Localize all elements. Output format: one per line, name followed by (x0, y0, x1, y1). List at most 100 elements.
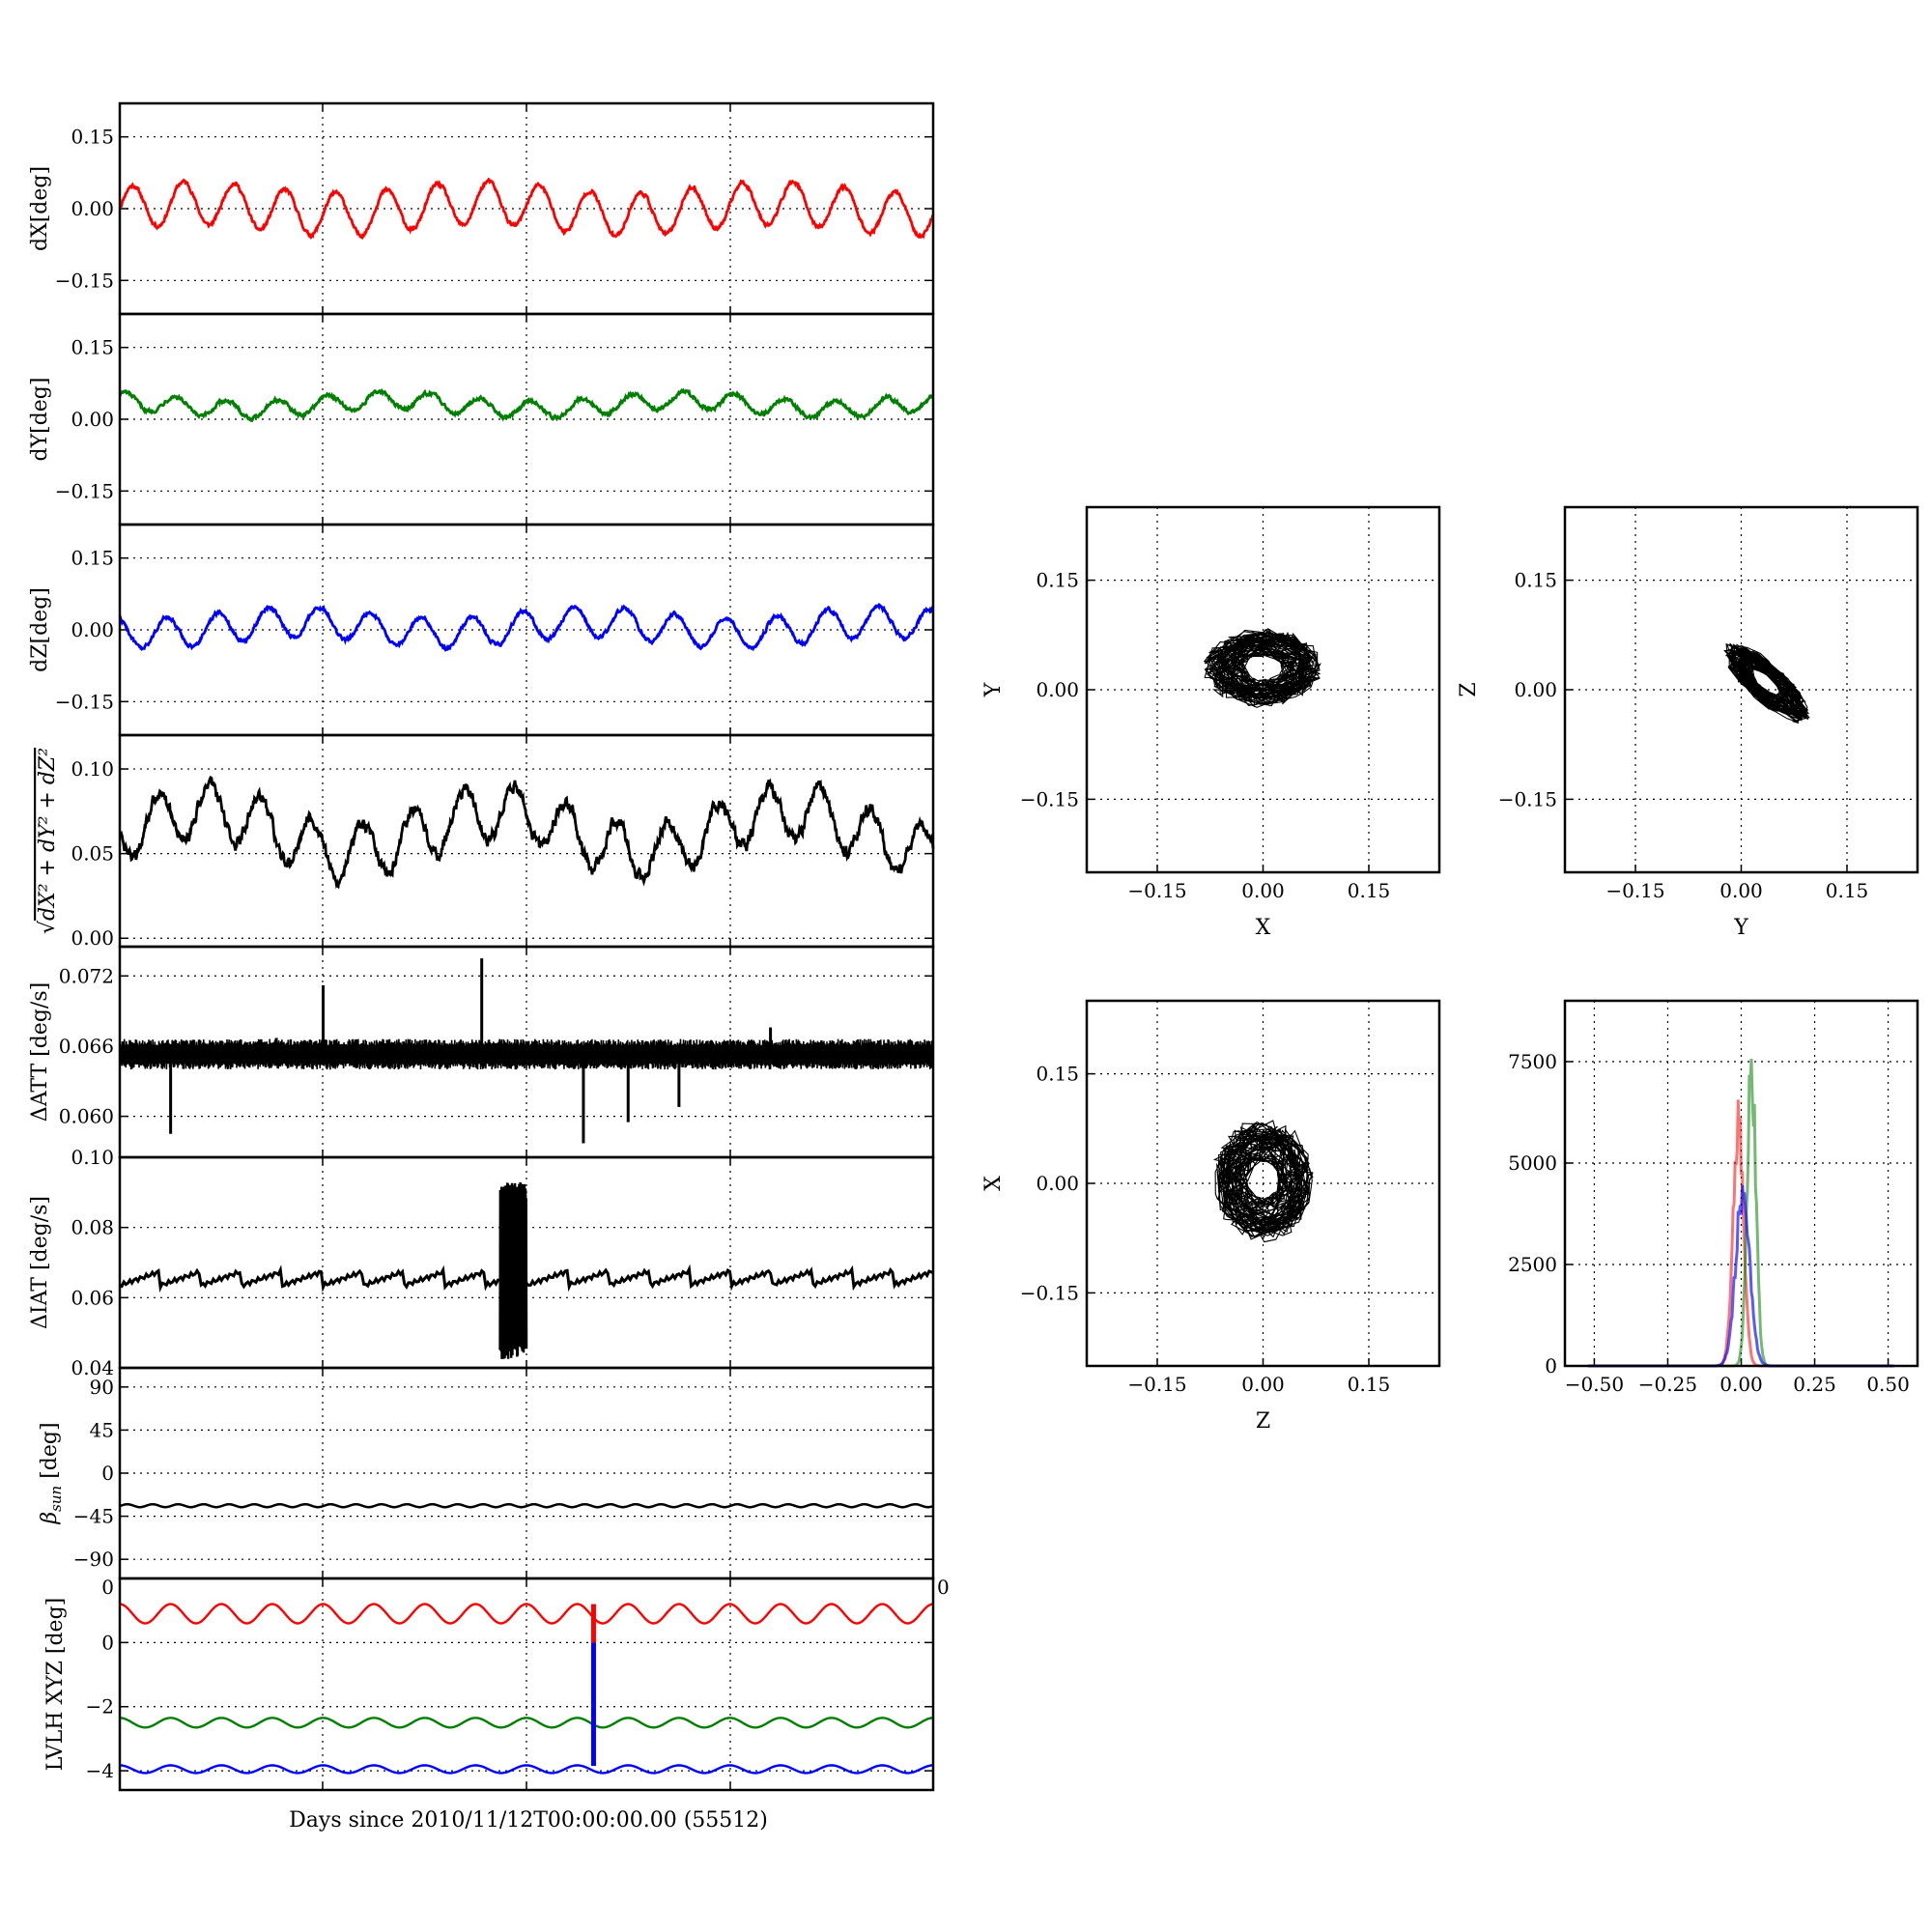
y-tick-label: −0.15 (1498, 787, 1557, 810)
y-tick-label: 0.15 (71, 336, 114, 359)
y-tick-label: 0.10 (71, 757, 114, 781)
y-axis-label-part: sun (47, 1486, 65, 1512)
y-tick-label: 0.15 (1036, 1063, 1079, 1086)
x-axis-label: Days since 2010/11/12T00:00:00.00 (55512… (289, 1808, 768, 1833)
y-tick-label: −0.15 (55, 690, 114, 713)
x-tick-label: 0.15 (1348, 1373, 1391, 1396)
x-tick-label: 0.00 (1719, 1373, 1763, 1396)
y-tick-label: −0.15 (1020, 787, 1079, 810)
y-tick-label: 0.00 (1036, 678, 1079, 701)
y-tick-label: 0.072 (59, 964, 114, 987)
panel-frame (1085, 999, 1441, 1368)
x-tick-label: −0.50 (1565, 1373, 1624, 1396)
y-tick-label: −4 (86, 1759, 114, 1782)
y-tick-label: 0.066 (59, 1035, 114, 1058)
y-axis-label: dY[deg] (28, 378, 52, 462)
y-tick-label: 2500 (1508, 1253, 1557, 1276)
series-line-2 (120, 1764, 933, 1775)
y-tick-label: 45 (90, 1418, 114, 1441)
panels: −0.150.000.15dX[deg]−0.150.000.15dY[deg]… (28, 101, 1919, 1792)
burst-mark (498, 1181, 528, 1359)
panel-frame (1085, 505, 1441, 874)
series-line-0 (119, 1603, 934, 1625)
y-tick-label: 0.00 (1036, 1172, 1079, 1195)
series-line (119, 1502, 934, 1509)
y-tick-label: 0.00 (71, 197, 114, 220)
y-tick-label: 0 (101, 1631, 114, 1654)
y-tick-label: 0.15 (71, 126, 114, 149)
y-tick-label: 7500 (1508, 1050, 1557, 1073)
panel-z-x: −0.15 −0.15 0.00 0.00 0.15 0.15 Z X (981, 999, 1441, 1434)
panel-lvlh: −4 −2 0 0 0 LVLH XYZ [deg] (43, 1576, 950, 1792)
series-line (118, 602, 935, 652)
y-tick-label: 0.15 (1514, 569, 1557, 592)
series-line (119, 775, 935, 890)
y-tick-label: 0.060 (59, 1105, 114, 1128)
y-axis-label: X (981, 1176, 1006, 1191)
y-tick-label: 0 (1545, 1354, 1557, 1378)
x-tick-label: 0.00 (1241, 879, 1285, 902)
trajectory-path (1723, 642, 1810, 724)
panel-dATT: 0.060 0.066 0.072 ΔATT [deg/s] (28, 945, 935, 1159)
y-tick-label: 0.06 (71, 1286, 114, 1309)
x-tick-label: −0.15 (1127, 879, 1186, 902)
x-tick-label: 0.15 (1348, 879, 1391, 902)
series-line (118, 387, 934, 423)
y-tick-label: 0.08 (71, 1216, 114, 1239)
x-axis-label: X (1256, 916, 1271, 940)
y-axis-label: ΔATT [deg/s] (28, 982, 52, 1122)
y-axis-label: dX[deg] (28, 166, 52, 251)
panel-frame (118, 1577, 935, 1792)
y-tick-label: −45 (73, 1505, 114, 1528)
y-axis-label-part: β (38, 1512, 62, 1525)
series-line-1 (119, 1717, 934, 1729)
y-tick-label: 90 (90, 1376, 114, 1399)
y-tick-label: 0 (101, 1462, 114, 1485)
panel-beta_sun: −90 −45 0 45 90 βsun [deg] (38, 1366, 935, 1580)
panel-frame (1563, 505, 1919, 874)
y-tick-label: 0.10 (71, 1146, 114, 1169)
x-axis-label: Y (1733, 916, 1748, 940)
x-tick-label: 0.50 (1866, 1373, 1910, 1396)
x-tick-label: 0.15 (1826, 879, 1869, 902)
y-axis-label: dZ[deg] (28, 587, 52, 672)
y-axis-label: LVLH XYZ [deg] (43, 1598, 68, 1772)
y-tick-label: −2 (86, 1695, 114, 1719)
x-tick-label: −0.15 (1605, 879, 1664, 902)
panel-histogram: −0.50 −0.25 0.00 0.25 0.50 0 2500 5000 7500 (1508, 999, 1919, 1396)
y-tick-label: −0.15 (55, 269, 114, 292)
y-axis-label: √dX² + dY² + dZ² (36, 748, 60, 934)
y-tick-label: 0.00 (71, 926, 114, 950)
panel-dY: −0.15 0.00 0.15 dY[deg] (28, 312, 935, 526)
panel-frame (1563, 999, 1919, 1368)
y-tick-label: 5000 (1508, 1151, 1557, 1175)
x-tick-label: −0.15 (1127, 1373, 1186, 1396)
y-tick-label: −90 (73, 1548, 114, 1571)
y-tick-label: 0.05 (71, 842, 114, 866)
x-tick-label: −0.25 (1638, 1373, 1697, 1396)
y-axis-label-part: [deg] (38, 1422, 62, 1485)
panel-frame (118, 733, 935, 949)
y-tick-label: 0.00 (71, 408, 114, 431)
panel-dZ: −0.15 0.00 0.15 dZ[deg] (28, 523, 935, 737)
x-tick-label: 0.00 (1719, 879, 1763, 902)
y-tick-label: −0.15 (55, 479, 114, 502)
series-line (118, 177, 935, 241)
panel-dX: −0.15 0.00 0.15 dX[deg] (28, 101, 935, 316)
panel-norm: 0.00 0.05 0.10 √dX² + dY² + dZ² (36, 733, 935, 950)
corner-label: 0 (937, 1576, 950, 1599)
x-tick-label: 0.00 (1241, 1373, 1285, 1396)
y-tick-label: 0.00 (1514, 678, 1557, 701)
series-band (119, 1038, 934, 1070)
x-tick-label: 0.25 (1793, 1373, 1836, 1396)
y-tick-label: −0.15 (1020, 1281, 1079, 1304)
y-axis-label-part: dX² + dY² + dZ² (36, 748, 60, 921)
panel-x-y: −0.15 −0.15 0.00 0.00 0.15 0.15 X Y (981, 505, 1441, 940)
y-tick-label: 0.15 (71, 547, 114, 570)
trajectory-path (1212, 1120, 1314, 1243)
trajectory-path (1203, 628, 1321, 708)
corner-label: 0 (101, 1576, 114, 1599)
y-axis-label: Y (981, 682, 1006, 697)
y-axis-label-part: √ (36, 920, 60, 934)
